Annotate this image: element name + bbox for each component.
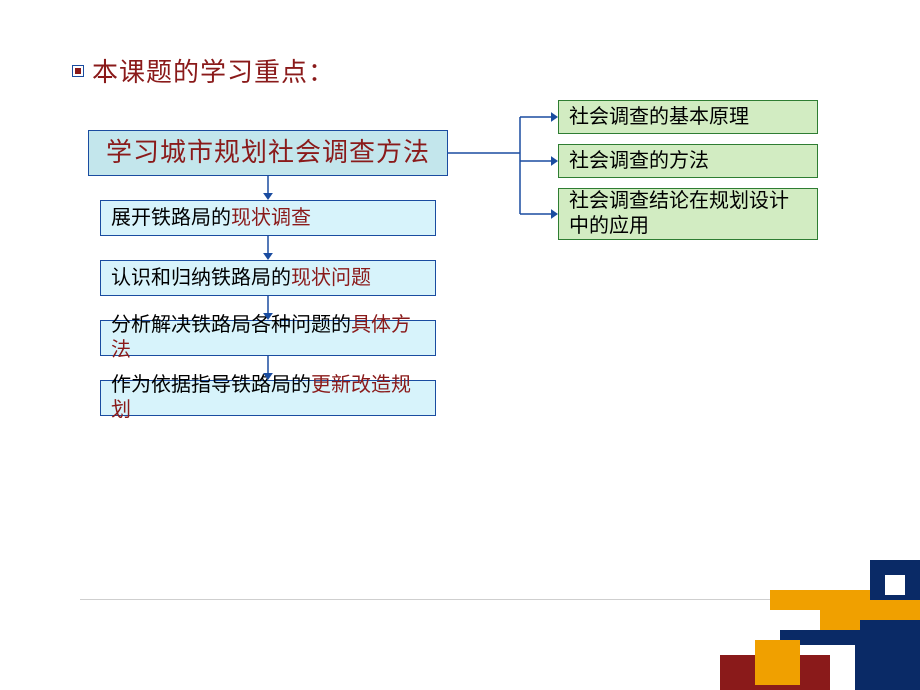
corner-decor	[660, 560, 920, 690]
right-box-0: 社会调查的基本原理	[558, 100, 818, 134]
sub-box-highlight: 现状问题	[291, 267, 371, 289]
sub-box-highlight: 现状调查	[231, 207, 311, 229]
bullet-icon	[72, 65, 84, 77]
sub-box-2: 分析解决铁路局各种问题的具体方法	[100, 320, 436, 356]
main-box: 学习城市规划社会调查方法	[88, 130, 448, 176]
title-row: 本课题的学习重点：	[72, 52, 335, 89]
sub-box-3: 作为依据指导铁路局的更新改造规划	[100, 380, 436, 416]
right-box-2: 社会调查结论在规划设计中的应用	[558, 188, 818, 240]
sub-box-highlight: 具体方法	[111, 314, 411, 361]
slide: 本课题的学习重点： 学习城市规划社会调查方法展开铁路局的现状调查认识和归纳铁路局…	[0, 0, 920, 690]
sub-box-0: 展开铁路局的现状调查	[100, 200, 436, 236]
slide-title: 本课题的学习重点：	[92, 52, 335, 89]
main-box-text: 学习城市规划社会调查方法	[106, 137, 430, 170]
sub-box-text: 作为依据指导铁路局的更新改造规划	[111, 373, 425, 423]
sub-box-text: 展开铁路局的现状调查	[111, 206, 311, 231]
right-box-1: 社会调查的方法	[558, 144, 818, 178]
right-box-text: 社会调查的基本原理	[569, 105, 749, 130]
sub-box-highlight: 更新改造规划	[111, 374, 411, 421]
sub-box-text: 分析解决铁路局各种问题的具体方法	[111, 313, 425, 363]
sub-box-text: 认识和归纳铁路局的现状问题	[111, 266, 371, 291]
sub-box-1: 认识和归纳铁路局的现状问题	[100, 260, 436, 296]
right-box-text: 社会调查结论在规划设计中的应用	[569, 189, 807, 239]
right-box-text: 社会调查的方法	[569, 149, 709, 174]
